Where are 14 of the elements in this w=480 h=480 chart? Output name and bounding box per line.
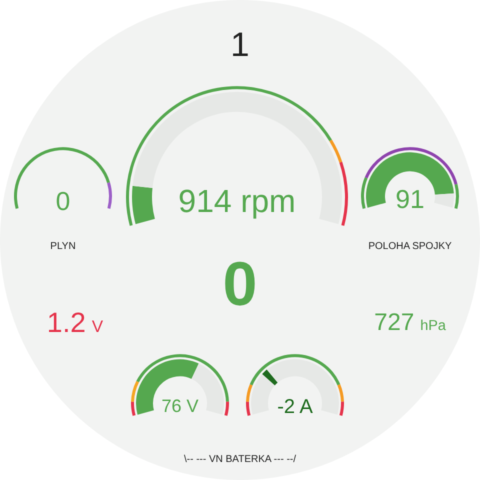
text: \-- --- VN BATERKA --- --/ [184,454,296,465]
data-label: 0 [222,250,258,319]
data-label: 727 [374,309,414,336]
text: PLYN [49,241,77,253]
text: -2 A [276,395,314,419]
data-label: 0 [56,186,70,216]
text: V [92,317,104,336]
text: 76 V [160,396,200,418]
text: 91 [394,184,426,216]
data-label: 1 [230,26,250,64]
text: POLOHA SPOJKY [367,241,453,252]
text: hPa [420,318,446,334]
data-label: 1.2 [46,307,86,338]
text: 914 rpm [177,182,297,220]
